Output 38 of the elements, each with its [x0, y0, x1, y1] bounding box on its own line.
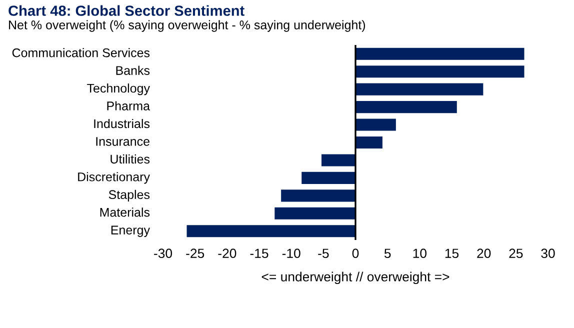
- x-tick-label: 15: [445, 248, 459, 258]
- bar: [302, 172, 356, 184]
- bar: [356, 83, 484, 96]
- y-tick-label: Utilities: [110, 154, 150, 164]
- chart-title: Chart 48: Global Sector Sentiment: [8, 5, 244, 16]
- bar: [356, 101, 457, 114]
- x-tick-label: -25: [186, 248, 204, 258]
- x-tick-label: 20: [477, 248, 491, 258]
- x-tick-label: 5: [384, 248, 391, 258]
- chart-subtitle: Net % overweight (% saying overweight - % saying underweight): [9, 20, 366, 32]
- x-tick-label: -5: [318, 248, 329, 258]
- y-tick-label: Discretionary: [78, 172, 150, 184]
- y-tick-label: Technology: [87, 83, 150, 96]
- x-tick-label: 0: [352, 248, 359, 258]
- y-tick-label: Energy: [111, 226, 150, 237]
- bar: [281, 190, 356, 202]
- bar: [274, 207, 356, 220]
- y-tick-label: Staples: [108, 190, 150, 202]
- bar: [356, 66, 524, 78]
- bar: [356, 136, 382, 149]
- bar: [356, 118, 396, 131]
- x-tick-label: 25: [509, 248, 523, 258]
- y-tick-label: Communication Services: [12, 48, 150, 58]
- x-tick-label: -10: [282, 248, 300, 258]
- y-tick-label: Pharma: [107, 101, 150, 110]
- x-tick-label: -30: [154, 248, 172, 258]
- x-tick-label: -15: [250, 248, 268, 258]
- x-axis-title: <= underweight // overweight =>: [262, 272, 450, 284]
- y-tick-label: Banks: [116, 66, 150, 75]
- bar: [186, 225, 356, 238]
- y-tick-label: Insurance: [96, 137, 150, 146]
- y-tick-label: Materials: [100, 208, 150, 217]
- bar: [321, 154, 356, 166]
- bar: [356, 48, 524, 60]
- y-tick-label: Industrials: [94, 118, 150, 128]
- x-tick-label: -20: [218, 248, 236, 258]
- x-tick-label: 10: [413, 248, 426, 258]
- x-tick-label: 30: [541, 248, 555, 258]
